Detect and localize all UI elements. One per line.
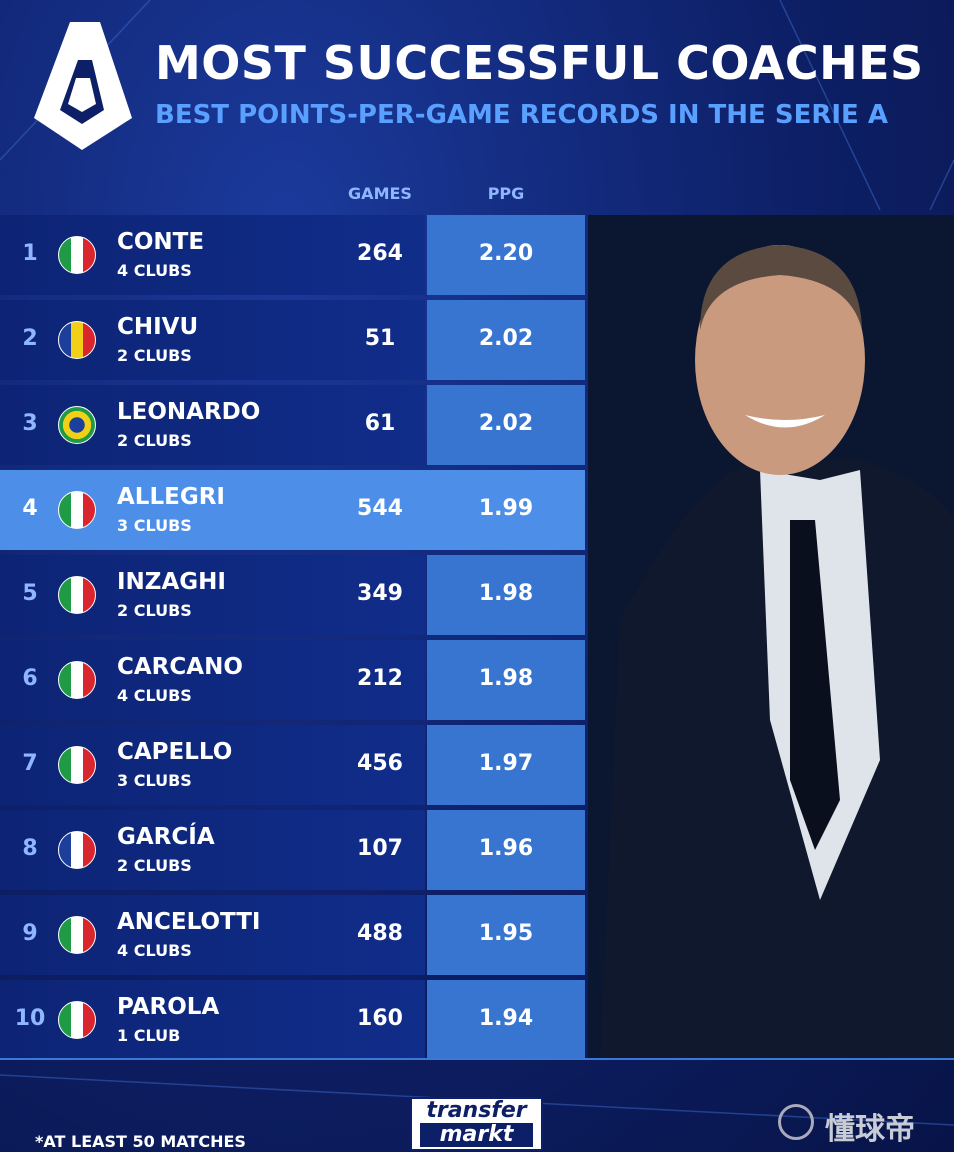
- ppg-cell: [427, 215, 585, 295]
- ppg: 2.02: [478, 411, 534, 436]
- rank: 9: [22, 921, 38, 946]
- footnote: *AT LEAST 50 MATCHES: [35, 1132, 246, 1151]
- flag: [58, 1001, 96, 1039]
- games: 456: [357, 751, 403, 776]
- ppg-cell: [427, 895, 585, 975]
- ppg: 1.99: [478, 496, 534, 521]
- coach-name: CARCANO: [117, 654, 243, 680]
- games: 160: [357, 1006, 403, 1031]
- games: 51: [364, 326, 396, 351]
- coach-photo: [588, 215, 954, 1060]
- coach-name: LEONARDO: [117, 399, 261, 425]
- ppg: 1.94: [478, 1006, 534, 1031]
- serie-a-logo: [34, 22, 132, 150]
- coach-name: CHIVU: [117, 314, 199, 340]
- rank: 1: [22, 241, 38, 266]
- clubs: 2 CLUBS: [117, 856, 192, 875]
- flag: [58, 406, 96, 444]
- clubs: 1 CLUB: [117, 1026, 181, 1045]
- ppg-cell: [427, 980, 585, 1060]
- ppg-cell: [427, 640, 585, 720]
- games: 264: [357, 241, 403, 266]
- rank: 7: [22, 751, 38, 776]
- clubs: 4 CLUBS: [117, 261, 192, 280]
- games: 488: [357, 921, 403, 946]
- coach-name: ALLEGRI: [117, 484, 225, 510]
- row-background: [420, 470, 432, 550]
- rank: 8: [22, 836, 38, 861]
- coach-name: PAROLA: [117, 994, 220, 1020]
- ppg: 1.95: [478, 921, 534, 946]
- games: 349: [357, 581, 403, 606]
- games: 61: [364, 411, 396, 436]
- column-header: PPG: [487, 184, 525, 203]
- divider: [0, 1058, 954, 1060]
- ppg-cell: [427, 470, 585, 550]
- ppg-cell: [427, 810, 585, 890]
- logo-text: transfer: [426, 1098, 527, 1123]
- rank: 2: [22, 326, 38, 351]
- flag: [58, 661, 96, 699]
- clubs: 3 CLUBS: [117, 771, 192, 790]
- games: 107: [357, 836, 403, 861]
- flag: [58, 576, 96, 614]
- rank: 4: [22, 496, 38, 521]
- rank: 6: [22, 666, 38, 691]
- title: MOST SUCCESSFUL COACHES: [155, 36, 924, 90]
- logo-text: markt: [420, 1123, 533, 1147]
- flag: [58, 916, 96, 954]
- ppg: 2.20: [478, 241, 534, 266]
- games: 544: [357, 496, 403, 521]
- watermark: 懂球帝: [825, 1112, 915, 1147]
- ppg: 1.96: [478, 836, 534, 861]
- flag: [58, 321, 96, 359]
- column-header: GAMES: [348, 184, 412, 203]
- flag: [58, 491, 96, 529]
- ppg-cell: [427, 725, 585, 805]
- rank: 10: [14, 1006, 46, 1031]
- ppg-cell: [427, 385, 585, 465]
- clubs: 2 CLUBS: [117, 431, 192, 450]
- rank: 5: [22, 581, 38, 606]
- clubs: 3 CLUBS: [117, 516, 192, 535]
- games: 212: [357, 666, 403, 691]
- coach-name: GARCÍA: [117, 824, 215, 850]
- clubs: 4 CLUBS: [117, 686, 192, 705]
- coach-name: CAPELLO: [117, 739, 233, 765]
- clubs: 2 CLUBS: [117, 601, 192, 620]
- clubs: 2 CLUBS: [117, 346, 192, 365]
- flag: [58, 746, 96, 784]
- watermark-icon: [778, 1104, 814, 1140]
- transfermarkt-logo: transfer markt: [410, 1097, 543, 1151]
- coach-name: INZAGHI: [117, 569, 226, 595]
- ppg-cell: [427, 555, 585, 635]
- ppg: 2.02: [478, 326, 534, 351]
- coach-name: CONTE: [117, 229, 205, 255]
- ppg: 1.97: [478, 751, 534, 776]
- flag: [58, 831, 96, 869]
- rank: 3: [22, 411, 38, 436]
- clubs: 4 CLUBS: [117, 941, 192, 960]
- ppg-cell: [427, 300, 585, 380]
- ppg: 1.98: [478, 666, 534, 691]
- subtitle: BEST POINTS-PER-GAME RECORDS IN THE SERI…: [155, 100, 888, 130]
- ppg: 1.98: [478, 581, 534, 606]
- coach-name: ANCELOTTI: [117, 909, 261, 935]
- flag: [58, 236, 96, 274]
